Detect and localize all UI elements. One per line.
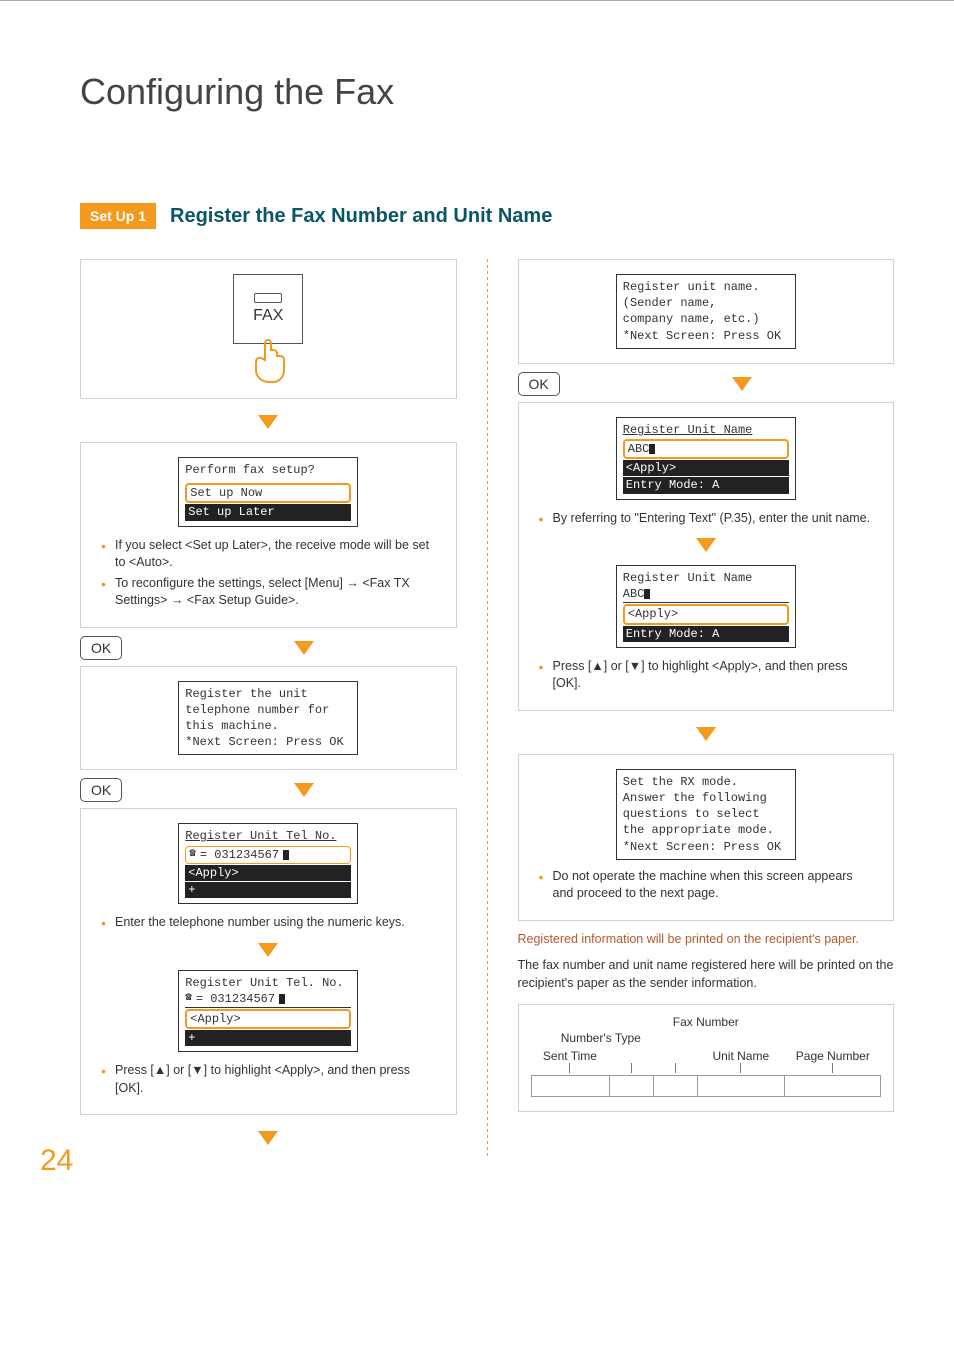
arrow-down-icon (696, 538, 716, 552)
bullet-enter-tel: Enter the telephone number using the num… (101, 914, 436, 932)
arrow-down-icon (732, 377, 752, 391)
lcd-option-setup-now: Set up Now (185, 483, 351, 503)
arrow-down-icon (696, 727, 716, 741)
rx-mode-panel: Set the RX mode. Answer the following qu… (518, 754, 895, 921)
lcd-tel-apply: Register Unit Tel. No. ☎ = 031234567 <Ap… (178, 970, 358, 1053)
ok-button: OK (518, 372, 560, 396)
fax-header-diagram: Fax Number Number's Type Sent Time (518, 1004, 895, 1112)
register-tel-msg-panel: Register the unit telephone number for t… (80, 666, 457, 771)
note-body: The fax number and unit name registered … (518, 956, 895, 992)
bullet-apply-tel: Press [▲] or [▼] to highlight <Apply>, a… (101, 1062, 436, 1097)
fax-button-panel: FAX (80, 259, 457, 399)
hd-fax-number: Fax Number (673, 1015, 739, 1029)
fax-button-label: FAX (253, 307, 283, 325)
lcd-option-setup-later: Set up Later (185, 504, 351, 520)
bullet-set-up-later: If you select <Set up Later>, the receiv… (101, 537, 436, 572)
hd-unit-name: Unit Name (712, 1049, 769, 1063)
page-number: 24 (40, 1144, 73, 1178)
lcd-name-apply: Register Unit Name ABC <Apply> Entry Mod… (616, 565, 796, 648)
lcd-rx-mode: Set the RX mode. Answer the following qu… (616, 769, 796, 860)
ok-button: OK (80, 778, 122, 802)
bullet-enter-name: By referring to "Entering Text" (P.35), … (539, 510, 874, 528)
arrow-down-icon (258, 943, 278, 957)
bullet-rx-note: Do not operate the machine when this scr… (539, 868, 874, 903)
arrow-down-icon (294, 641, 314, 655)
column-divider (487, 259, 488, 1158)
hd-sent-time: Sent Time (543, 1049, 597, 1063)
bullet-apply-name: Press [▲] or [▼] to highlight <Apply>, a… (539, 658, 874, 693)
lcd-tel-entry: Register Unit Tel No. ☎ = 031234567 <App… (178, 823, 358, 904)
hd-page-number: Page Number (796, 1049, 870, 1063)
phone-icon: ☎ (185, 991, 192, 1006)
name-entry-panel: Register Unit Name ABC <Apply> Entry Mod… (518, 402, 895, 711)
note-red: Registered information will be printed o… (518, 931, 895, 949)
register-name-msg-panel: Register unit name. (Sender name, compan… (518, 259, 895, 364)
tel-entry-panel: Register Unit Tel No. ☎ = 031234567 <App… (80, 808, 457, 1115)
hd-numbers-type: Number's Type (561, 1031, 641, 1045)
lcd-register-name-msg: Register unit name. (Sender name, compan… (616, 274, 796, 349)
setup-panel: Perform fax setup? Set up Now Set up Lat… (80, 442, 457, 628)
arrow-down-icon (258, 1131, 278, 1145)
lcd-perform-setup: Perform fax setup? Set up Now Set up Lat… (178, 457, 358, 527)
arrow-down-icon (294, 783, 314, 797)
phone-icon: ☎ (189, 847, 196, 862)
section-title: Register the Fax Number and Unit Name (170, 205, 552, 228)
fax-hardware-button: FAX (233, 274, 303, 344)
press-finger-icon (247, 338, 289, 384)
lcd-register-tel-msg: Register the unit telephone number for t… (178, 681, 358, 756)
setup-badge: Set Up 1 (80, 203, 156, 229)
arrow-down-icon (258, 415, 278, 429)
lcd-name-entry: Register Unit Name ABC <Apply> Entry Mod… (616, 417, 796, 500)
bullet-reconfigure: To reconfigure the settings, select [Men… (101, 575, 436, 610)
page-title: Configuring the Fax (80, 71, 894, 113)
ok-button: OK (80, 636, 122, 660)
